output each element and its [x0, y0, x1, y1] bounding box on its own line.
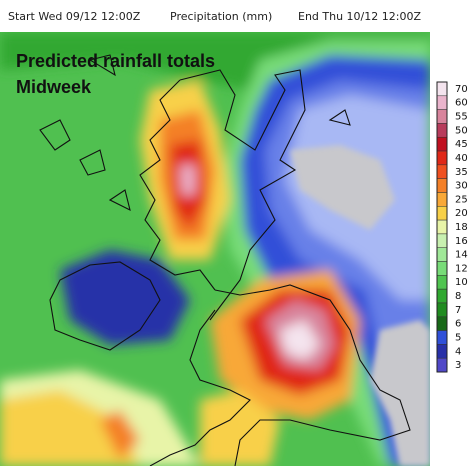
coastlines — [39, 54, 411, 466]
legend-swatch — [436, 344, 448, 359]
legend-label: 45 — [455, 139, 468, 150]
legend-swatch — [436, 219, 448, 235]
legend-swatch — [436, 247, 448, 262]
legend-swatch — [436, 233, 448, 248]
legend-swatch — [436, 316, 448, 331]
legend-swatch — [436, 357, 448, 373]
legend-swatch — [436, 192, 448, 207]
legend-label: 30 — [455, 181, 468, 192]
variable-name: Precipitation (mm) — [170, 10, 272, 23]
header-bar — [0, 0, 475, 32]
legend-label: 50 — [455, 125, 468, 136]
legend-swatch — [436, 206, 448, 221]
legend-swatch — [436, 288, 448, 304]
legend-label: 18 — [455, 222, 468, 233]
end-time: End Thu 10/12 12:00Z — [298, 10, 421, 23]
legend-label: 5 — [455, 332, 461, 343]
legend-swatch — [436, 261, 448, 276]
legend-label: 8 — [455, 291, 461, 302]
legend-swatch — [436, 330, 448, 345]
legend-label: 60 — [455, 98, 468, 109]
legend-label: 12 — [455, 263, 468, 274]
legend-label: 55 — [455, 112, 468, 123]
legend-label: 16 — [455, 236, 468, 247]
map-subtitle: Midweek — [16, 77, 92, 97]
legend-label: 7 — [455, 305, 461, 316]
legend-swatch — [436, 136, 448, 152]
legend-label: 70 — [455, 84, 468, 95]
legend-swatch — [436, 81, 448, 97]
legend-frame — [436, 81, 448, 373]
legend-label: 6 — [455, 319, 461, 330]
precipitation-field — [0, 32, 430, 466]
legend-label: 14 — [455, 250, 468, 261]
legend-label: 3 — [455, 360, 461, 371]
legend-swatch — [436, 109, 448, 124]
legend-label: 40 — [455, 153, 468, 164]
legend-swatch — [436, 150, 448, 166]
legend-label: 20 — [455, 208, 468, 219]
legend: 70 60 55 50 45 40 35 30 25 20 18 16 14 12 10 8 7 6 5 4 3 — [436, 81, 468, 373]
legend-swatch — [436, 95, 448, 110]
map-title: Predicted rainfall totals — [16, 51, 215, 71]
legend-swatch — [436, 275, 448, 290]
legend-label: 35 — [455, 167, 468, 178]
legend-label: 10 — [455, 277, 468, 288]
legend-label: 25 — [455, 194, 468, 205]
legend-swatch — [436, 164, 448, 179]
legend-swatch — [436, 123, 448, 138]
legend-swatch — [436, 178, 448, 193]
legend-swatch — [436, 302, 448, 318]
legend-label: 4 — [455, 346, 461, 357]
start-time: Start Wed 09/12 12:00Z — [8, 10, 141, 23]
